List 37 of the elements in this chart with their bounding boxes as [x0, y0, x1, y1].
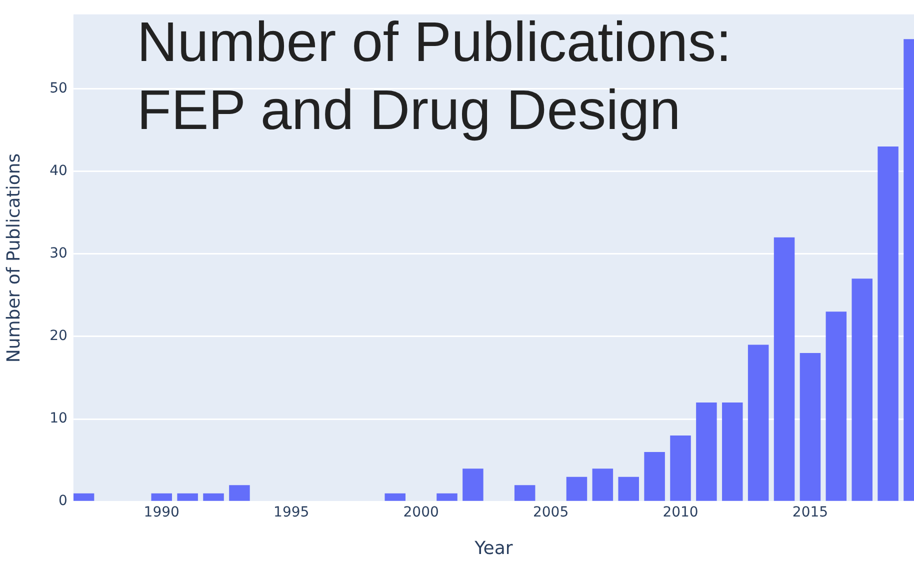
y-tick-label: 20	[50, 328, 68, 344]
x-tick-label: 2005	[532, 504, 569, 521]
bar	[462, 468, 484, 501]
bar	[229, 485, 250, 501]
bar	[203, 493, 224, 501]
y-tick-label: 0	[58, 493, 68, 510]
x-tick-label: 2015	[792, 504, 828, 521]
bar	[722, 402, 743, 501]
bar	[800, 352, 821, 501]
bar	[878, 146, 898, 501]
x-tick-label: 1995	[274, 504, 310, 521]
y-tick-label: 30	[50, 246, 68, 262]
bar	[436, 493, 458, 501]
y-tick-label: 50	[50, 80, 68, 96]
bar	[852, 278, 872, 501]
bar	[826, 312, 847, 501]
bar	[592, 468, 614, 501]
bar	[151, 493, 172, 501]
x-tick-label: 2000	[403, 504, 439, 521]
bar	[566, 476, 588, 501]
x-axis-title: Year	[474, 538, 514, 559]
bar	[644, 452, 665, 501]
bar	[696, 402, 717, 501]
y-tick-label: 40	[50, 162, 68, 179]
y-tick-label: 10	[50, 410, 68, 427]
bar	[177, 493, 198, 501]
x-tick-label: 2010	[662, 504, 698, 521]
bar	[73, 493, 94, 501]
y-axis-title: Number of Publications	[3, 153, 24, 363]
bar	[384, 493, 406, 501]
bar	[774, 237, 795, 501]
bar	[670, 436, 691, 501]
bar	[514, 485, 536, 501]
bar	[748, 344, 769, 501]
text: Number of Publications: FEP and Drug Design	[137, 9, 733, 143]
x-tick-label: 1990	[144, 504, 180, 521]
bar	[618, 476, 639, 501]
